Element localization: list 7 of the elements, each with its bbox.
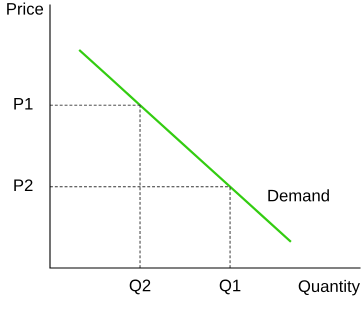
x-tick-label: Q1 (220, 280, 240, 294)
ref-line-label: P1 (14, 98, 33, 110)
y-axis-title: Price (7, 2, 44, 15)
x-axis-title: Quantity (298, 280, 360, 296)
annotation: Demand (268, 189, 329, 202)
x-tick-label: Q2 (130, 280, 150, 294)
ref-line-label: P2 (14, 179, 32, 192)
